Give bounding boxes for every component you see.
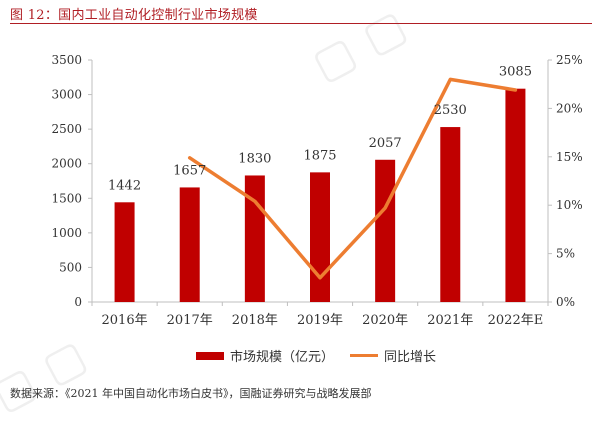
x-tick-label: 2020年 — [362, 313, 408, 328]
y-left-tick-label: 1500 — [51, 191, 82, 205]
bar-value-label: 1657 — [173, 163, 206, 178]
source-note: 数据来源：《2021 年中国自动化市场白皮书》，国融证券研究与战略发展部 — [10, 385, 372, 401]
y-left-tick-label: 1000 — [51, 226, 82, 240]
y-left-tick-label: 3500 — [51, 53, 82, 67]
y-left-tick-label: 3000 — [51, 88, 82, 102]
bar — [440, 127, 460, 302]
legend-line-swatch — [350, 354, 378, 357]
bar — [180, 187, 200, 302]
legend-item-line: 同比增长 — [350, 346, 436, 365]
bar-value-label: 3085 — [499, 65, 532, 80]
y-left-tick-label: 2000 — [51, 157, 82, 171]
bar-value-label: 1830 — [238, 151, 271, 166]
y-right-tick-label: 25% — [556, 53, 583, 67]
legend-bar-label: 市场规模（亿元） — [230, 346, 334, 365]
bar — [375, 160, 395, 302]
bar-value-label: 2530 — [434, 103, 467, 118]
legend-line-label: 同比增长 — [384, 346, 436, 365]
x-tick-label: 2021年 — [427, 313, 473, 328]
y-left-tick-label: 500 — [59, 260, 82, 274]
x-tick-label: 2017年 — [167, 313, 213, 328]
bar-value-label: 2057 — [369, 136, 402, 151]
legend: 市场规模（亿元） 同比增长 — [0, 346, 597, 362]
bar — [505, 89, 525, 302]
bar-value-label: 1875 — [303, 148, 336, 163]
legend-item-bar: 市场规模（亿元） — [196, 346, 334, 365]
x-tick-label: 2018年 — [232, 313, 278, 328]
bar-series — [115, 89, 526, 302]
y-right-tick-label: 15% — [556, 150, 583, 164]
y-left-tick-label: 2500 — [51, 122, 82, 136]
bar-value-label: 1442 — [108, 178, 141, 193]
y-left-tick-label: 0 — [74, 295, 82, 309]
bar — [310, 172, 330, 302]
y-right-tick-label: 0% — [556, 295, 575, 309]
y-right-tick-label: 5% — [556, 247, 575, 261]
y-right-tick-label: 10% — [556, 198, 583, 212]
x-tick-label: 2016年 — [102, 313, 148, 328]
y-right-tick-label: 20% — [556, 101, 583, 115]
legend-bar-swatch — [196, 352, 224, 360]
bar — [245, 175, 265, 302]
x-tick-label: 2019年 — [297, 313, 343, 328]
bar — [115, 202, 135, 302]
chart: 0 500 1000 1500 2000 2500 3000 3500 0% 5% 10% 15% 20… — [0, 0, 597, 402]
x-tick-label: 2022年E — [488, 313, 544, 328]
